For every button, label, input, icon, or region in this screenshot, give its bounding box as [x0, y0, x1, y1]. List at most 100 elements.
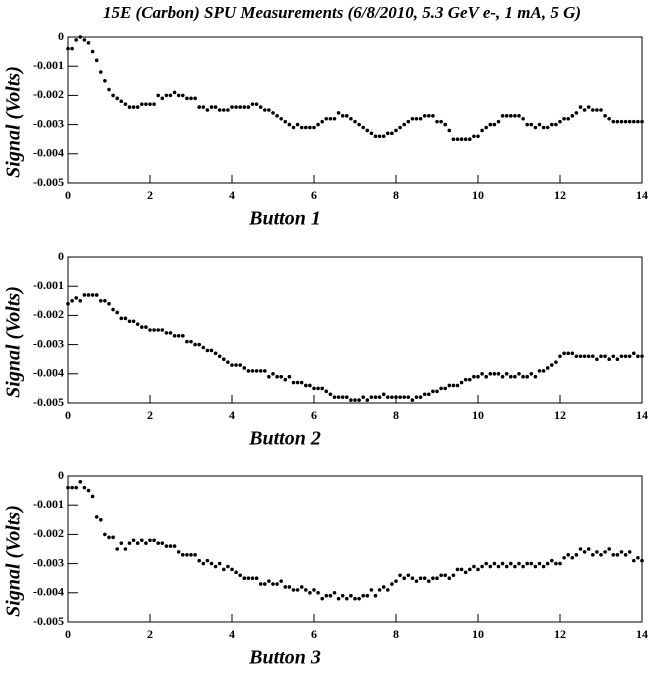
data-point — [623, 354, 628, 359]
data-point — [107, 87, 111, 92]
data-point — [480, 564, 484, 569]
data-point — [131, 319, 136, 324]
data-point — [398, 125, 402, 130]
data-point — [390, 131, 394, 136]
data-point — [94, 293, 99, 297]
data-point — [140, 538, 144, 543]
data-point — [205, 558, 210, 563]
data-point — [119, 99, 124, 104]
x-tick-label: 4 — [229, 188, 235, 202]
data-point — [103, 299, 107, 303]
data-point — [78, 35, 83, 39]
data-point — [86, 41, 91, 45]
data-point — [599, 108, 603, 112]
data-point — [480, 128, 484, 133]
x-tick-label: 12 — [554, 188, 566, 202]
data-point — [472, 564, 476, 569]
data-point — [172, 334, 177, 338]
data-point — [267, 374, 271, 379]
x-tick-label: 4 — [229, 408, 235, 422]
data-point — [390, 395, 394, 399]
data-point — [509, 114, 513, 118]
data-point — [459, 567, 464, 572]
data-point — [406, 119, 411, 124]
data-point — [222, 108, 226, 112]
data-point — [533, 374, 538, 379]
data-point — [320, 119, 325, 124]
data-point — [185, 339, 189, 344]
data-point — [578, 354, 583, 359]
data-point — [156, 541, 160, 545]
data-point — [357, 398, 361, 402]
data-point — [90, 49, 95, 54]
data-point — [279, 579, 284, 583]
data-point — [258, 105, 263, 109]
data-point — [148, 328, 152, 332]
data-point — [144, 325, 148, 329]
data-point — [78, 480, 83, 484]
data-point — [357, 122, 361, 127]
data-point — [258, 369, 263, 373]
data-point — [316, 122, 320, 127]
data-point — [238, 363, 242, 367]
data-point — [201, 105, 206, 109]
data-point — [554, 122, 558, 127]
data-point — [595, 108, 599, 112]
data-point — [217, 354, 222, 359]
data-point — [275, 582, 279, 586]
data-point — [90, 293, 95, 297]
x-tick-label: 2 — [147, 627, 153, 641]
data-point — [99, 518, 103, 522]
data-point — [168, 93, 173, 98]
data-point — [140, 325, 144, 329]
y-tick-label: -0.003 — [33, 555, 64, 569]
x-tick-label: 0 — [65, 188, 71, 202]
x-tick-label: 8 — [393, 408, 399, 422]
data-point — [238, 573, 242, 578]
data-point — [291, 380, 296, 385]
data-point — [381, 585, 386, 589]
data-point — [94, 515, 99, 519]
data-point — [209, 561, 214, 566]
data-point — [451, 573, 456, 578]
data-point — [312, 125, 316, 130]
data-point — [443, 386, 448, 391]
data-point — [230, 105, 234, 109]
data-point — [562, 116, 566, 121]
data-point — [119, 316, 124, 321]
data-point — [529, 561, 534, 566]
plot-frame — [67, 36, 643, 184]
data-point — [217, 108, 222, 112]
data-point — [603, 114, 607, 118]
data-point — [131, 538, 136, 543]
data-point — [275, 374, 279, 379]
data-point — [582, 550, 587, 554]
data-point — [586, 547, 591, 551]
data-point — [291, 125, 296, 130]
data-point — [496, 119, 501, 124]
data-point — [615, 357, 620, 362]
data-point — [242, 105, 247, 109]
data-point — [193, 553, 197, 557]
data-point — [558, 354, 562, 359]
data-point — [554, 360, 558, 364]
data-point — [529, 372, 534, 376]
data-point — [111, 93, 115, 98]
data-point — [406, 395, 411, 399]
data-point — [418, 395, 423, 399]
data-point — [201, 561, 206, 566]
data-point — [439, 386, 443, 391]
data-point — [168, 544, 173, 548]
data-point — [394, 395, 398, 399]
data-point — [365, 398, 370, 402]
data-point — [103, 79, 107, 83]
data-point — [455, 137, 460, 141]
data-point — [107, 535, 111, 540]
data-point — [427, 114, 431, 118]
data-point — [550, 122, 554, 127]
data-point — [127, 541, 132, 545]
data-point — [513, 564, 517, 569]
data-point — [390, 582, 394, 586]
data-point — [115, 547, 119, 551]
data-point — [246, 105, 251, 109]
